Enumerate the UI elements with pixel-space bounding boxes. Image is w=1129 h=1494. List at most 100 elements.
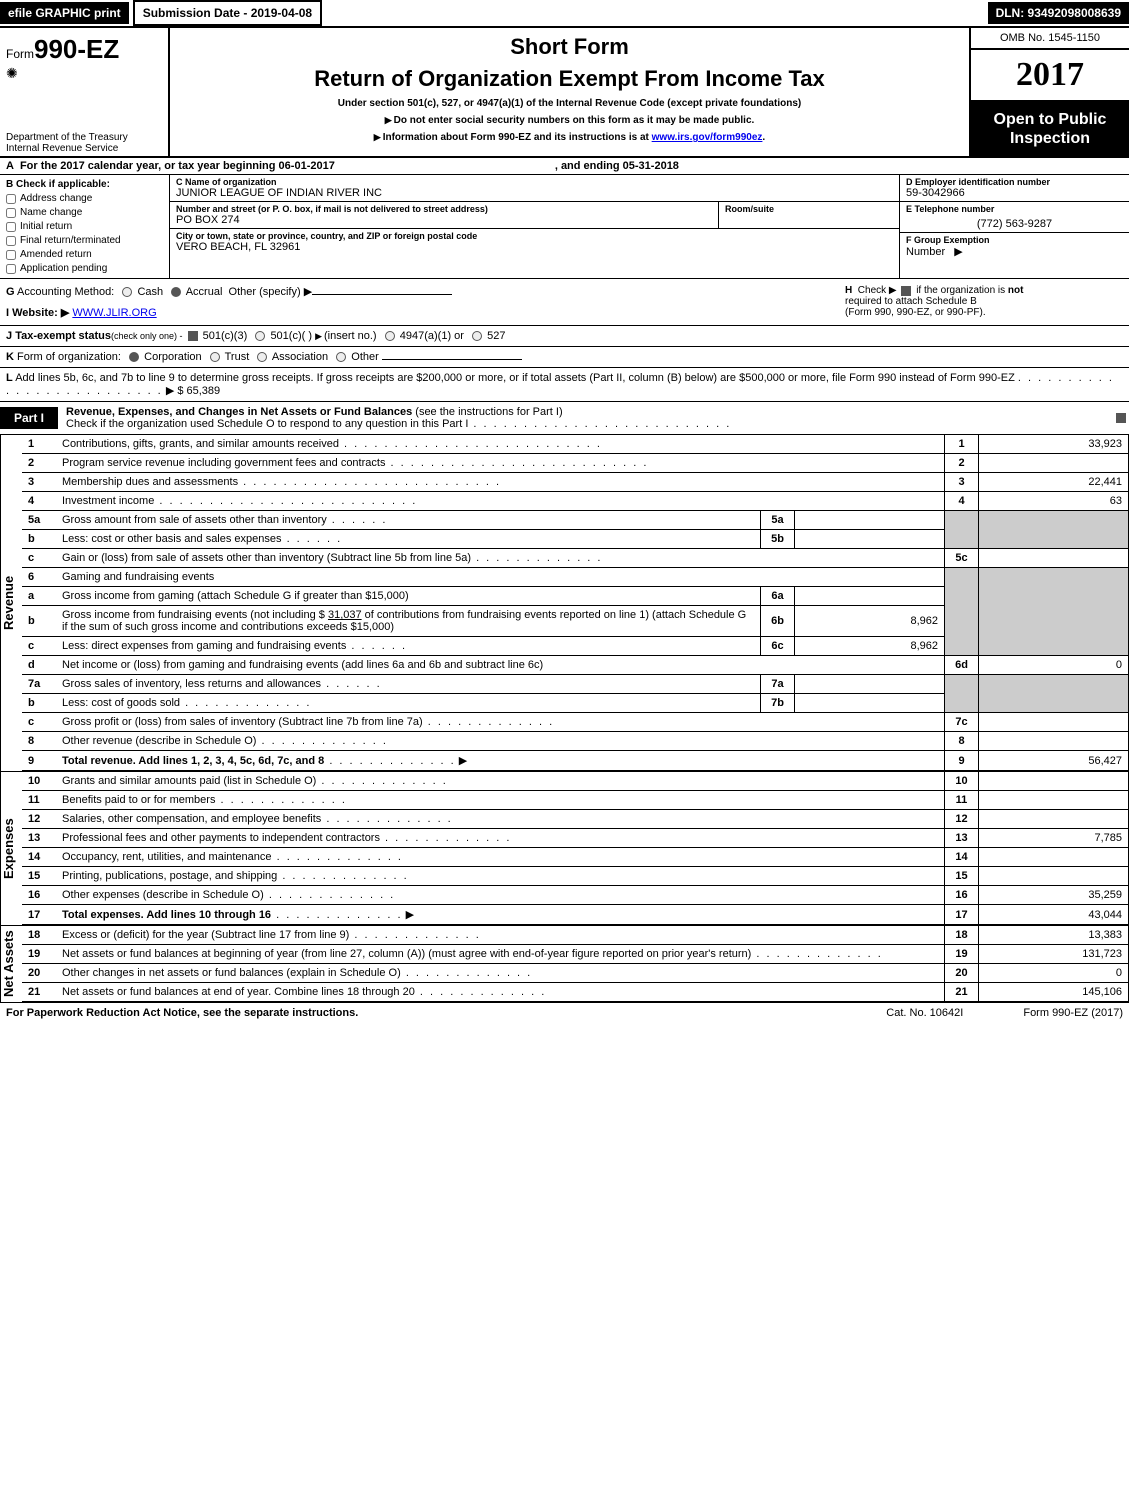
other-org-input[interactable]	[382, 359, 522, 360]
info-line: Information about Form 990-EZ and its in…	[374, 132, 765, 143]
line-amount: 43,044	[979, 905, 1129, 925]
line-k-form-of-org: K Form of organization: Corporation Trus…	[0, 347, 1129, 368]
amended-return-checkbox[interactable]	[6, 250, 16, 260]
trust-radio[interactable]	[210, 352, 220, 362]
4947-radio[interactable]	[385, 331, 395, 341]
table-row: 1 Contributions, gifts, grants, and simi…	[22, 435, 1129, 454]
other-method-input[interactable]	[312, 294, 452, 295]
subline-ref: 7b	[761, 694, 795, 713]
info-link[interactable]: www.irs.gov/form990ez	[652, 132, 763, 143]
address-change-checkbox[interactable]	[6, 194, 16, 204]
check-initial-return[interactable]: Initial return	[6, 221, 163, 232]
line-number: a	[22, 587, 56, 606]
line-desc: Grants and similar amounts paid (list in…	[56, 772, 945, 791]
final-return-checkbox[interactable]	[6, 236, 16, 246]
h-text3: required to attach Schedule B	[845, 296, 977, 307]
line-number: 13	[22, 829, 56, 848]
application-pending-checkbox[interactable]	[6, 264, 16, 274]
schedule-b-checkbox[interactable]	[901, 286, 911, 296]
telephone-label: E Telephone number	[906, 204, 1123, 214]
check-name-change[interactable]: Name change	[6, 207, 163, 218]
table-row: 20 Other changes in net assets or fund b…	[22, 964, 1129, 983]
association-radio[interactable]	[257, 352, 267, 362]
line-desc: Other changes in net assets or fund bala…	[56, 964, 945, 983]
h-check-label: Check ▶	[858, 285, 897, 296]
line-number: c	[22, 637, 56, 656]
form-prefix: Form	[6, 47, 34, 61]
subline-amount	[795, 511, 945, 530]
line-col-ref: 8	[945, 732, 979, 751]
table-row: 6 Gaming and fundraising events	[22, 568, 1129, 587]
header-center: Short Form Return of Organization Exempt…	[170, 28, 969, 156]
check-address-change[interactable]: Address change	[6, 193, 163, 204]
ssn-warning: Do not enter social security numbers on …	[385, 115, 755, 126]
line-number: 16	[22, 886, 56, 905]
ssn-warning-text: Do not enter social security numbers on …	[394, 115, 755, 126]
4947-label: 4947(a)(1) or	[400, 330, 464, 342]
line-amount: 13,383	[979, 926, 1129, 945]
line-number: 5a	[22, 511, 56, 530]
line-number: 19	[22, 945, 56, 964]
501c-other-radio[interactable]	[255, 331, 265, 341]
irs-seal-icon: ✺	[6, 65, 18, 82]
subline-ref: 5b	[761, 530, 795, 549]
table-row: 12 Salaries, other compensation, and emp…	[22, 810, 1129, 829]
check-application-pending[interactable]: Application pending	[6, 263, 163, 274]
line-col-ref: 1	[945, 435, 979, 454]
line-col-ref: 17	[945, 905, 979, 925]
group-exemption-number-label: Number ▶	[906, 245, 1123, 258]
section-b-checkboxes: B Check if applicable: Address change Na…	[0, 175, 170, 278]
final-return-label: Final return/terminated	[20, 235, 121, 246]
open-public-line2: Inspection	[975, 129, 1125, 148]
section-b-to-f: B Check if applicable: Address change Na…	[0, 175, 1129, 279]
subline-ref: 6c	[761, 637, 795, 656]
line-amount	[979, 713, 1129, 732]
tax-year: 2017	[971, 50, 1129, 102]
line-number: 20	[22, 964, 56, 983]
line-desc: Other expenses (describe in Schedule O)	[56, 886, 945, 905]
table-row: 15 Printing, publications, postage, and …	[22, 867, 1129, 886]
table-row: 5a Gross amount from sale of assets othe…	[22, 511, 1129, 530]
other-org-radio[interactable]	[336, 352, 346, 362]
line-desc: Other revenue (describe in Schedule O)	[56, 732, 945, 751]
check-final-return[interactable]: Final return/terminated	[6, 235, 163, 246]
shaded-cell	[945, 511, 979, 549]
shaded-cell	[945, 568, 979, 656]
org-name-value: JUNIOR LEAGUE OF INDIAN RIVER INC	[176, 187, 893, 199]
website-link[interactable]: WWW.JLIR.ORG	[72, 307, 156, 319]
accrual-radio[interactable]	[171, 287, 181, 297]
name-change-label: Name change	[20, 207, 82, 218]
form-number: 990-EZ	[34, 34, 119, 64]
omb-label: OMB No. 1545-1150	[971, 28, 1129, 50]
line-desc: Occupancy, rent, utilities, and maintena…	[56, 848, 945, 867]
part-1-schedule-o-checkbox[interactable]	[1116, 413, 1126, 423]
line-j-tax-exempt: J Tax-exempt status(check only one) - 50…	[0, 326, 1129, 347]
shaded-cell	[945, 675, 979, 713]
line-desc: Printing, publications, postage, and shi…	[56, 867, 945, 886]
line-desc: Net income or (loss) from gaming and fun…	[56, 656, 945, 675]
part-1-check-line: Check if the organization used Schedule …	[66, 418, 468, 430]
subline-amount	[795, 587, 945, 606]
501c3-checkbox[interactable]	[188, 331, 198, 341]
corporation-label: Corporation	[144, 351, 201, 363]
accrual-label: Accrual	[186, 286, 223, 298]
under-section-text: Under section 501(c), 527, or 4947(a)(1)…	[338, 98, 801, 109]
initial-return-label: Initial return	[20, 221, 72, 232]
527-radio[interactable]	[472, 331, 482, 341]
cash-radio[interactable]	[122, 287, 132, 297]
corporation-radio[interactable]	[129, 352, 139, 362]
name-change-checkbox[interactable]	[6, 208, 16, 218]
initial-return-checkbox[interactable]	[6, 222, 16, 232]
line-col-ref: 12	[945, 810, 979, 829]
subline-amount: 8,962	[795, 606, 945, 637]
line-number: 12	[22, 810, 56, 829]
address-change-label: Address change	[20, 193, 92, 204]
efile-print-button[interactable]: efile GRAPHIC print	[0, 2, 129, 24]
insert-no-label: (insert no.)	[324, 330, 377, 342]
form-reference: Form 990-EZ (2017)	[1023, 1007, 1123, 1019]
shaded-cell	[979, 511, 1129, 549]
check-amended-return[interactable]: Amended return	[6, 249, 163, 260]
line-amount: 35,259	[979, 886, 1129, 905]
line-col-ref: 19	[945, 945, 979, 964]
line-col-ref: 5c	[945, 549, 979, 568]
